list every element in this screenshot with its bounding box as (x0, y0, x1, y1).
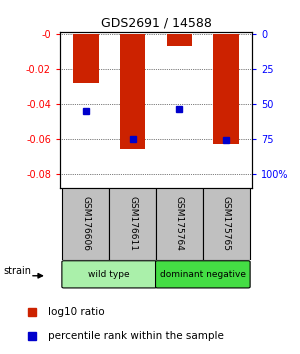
Bar (213, 34, 239, 144)
Bar (167, 34, 192, 46)
Text: GSM175765: GSM175765 (222, 196, 231, 251)
Text: GSM176606: GSM176606 (81, 196, 90, 251)
Text: log10 ratio: log10 ratio (48, 307, 105, 317)
Text: strain: strain (3, 266, 31, 276)
Text: wild type: wild type (88, 270, 130, 279)
Bar (156, 188, 203, 260)
Bar (109, 188, 156, 260)
FancyBboxPatch shape (62, 261, 157, 288)
Bar (73, 34, 99, 82)
FancyBboxPatch shape (155, 261, 250, 288)
Text: GSM176611: GSM176611 (128, 196, 137, 251)
Bar (203, 188, 250, 260)
Bar (120, 34, 146, 149)
Text: percentile rank within the sample: percentile rank within the sample (48, 331, 224, 341)
Text: dominant negative: dominant negative (160, 270, 246, 279)
Text: GSM175764: GSM175764 (175, 196, 184, 251)
Bar (62, 188, 109, 260)
Title: GDS2691 / 14588: GDS2691 / 14588 (100, 16, 212, 29)
